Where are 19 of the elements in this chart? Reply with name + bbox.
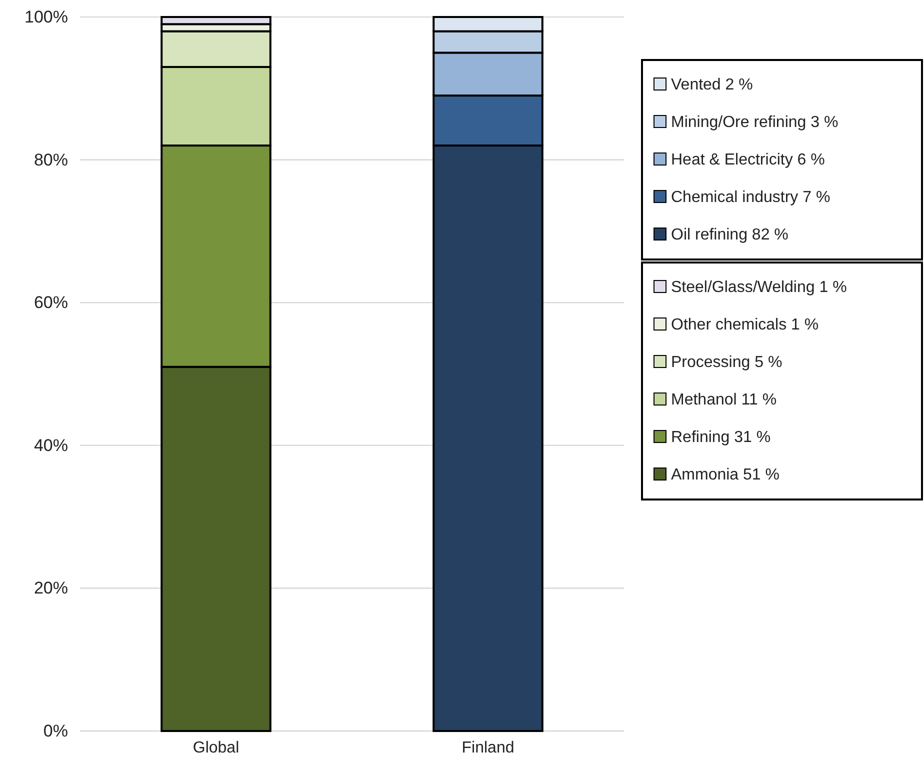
legend-label: Vented 2 % bbox=[671, 76, 753, 94]
y-tick-label: 100% bbox=[24, 7, 68, 26]
legend-label: Refining 31 % bbox=[671, 429, 771, 446]
legend-label: Ammonia 51 % bbox=[671, 466, 780, 484]
legend-label: Oil refining 82 % bbox=[671, 226, 788, 244]
y-tick-label: 0% bbox=[43, 721, 68, 740]
y-tick-label: 60% bbox=[34, 293, 68, 312]
y-tick-label: 20% bbox=[34, 578, 68, 598]
legend-label: Chemical industry 7 % bbox=[671, 189, 830, 206]
legend-label: Other chemicals 1 % bbox=[671, 316, 819, 334]
legend-label: Steel/Glass/Welding 1 % bbox=[671, 279, 847, 296]
legend-label: Heat & Electricity 6 % bbox=[671, 152, 825, 169]
y-tick-label: 40% bbox=[34, 436, 68, 455]
legend-label: Methanol 11 % bbox=[671, 392, 777, 409]
y-tick-label: 80% bbox=[34, 150, 68, 170]
legend-label: Processing 5 % bbox=[671, 354, 782, 372]
legend-label: Mining/Ore refining 3 % bbox=[671, 114, 838, 132]
x-tick-label: Global bbox=[192, 739, 240, 756]
x-tick-label: Finland bbox=[462, 739, 514, 756]
